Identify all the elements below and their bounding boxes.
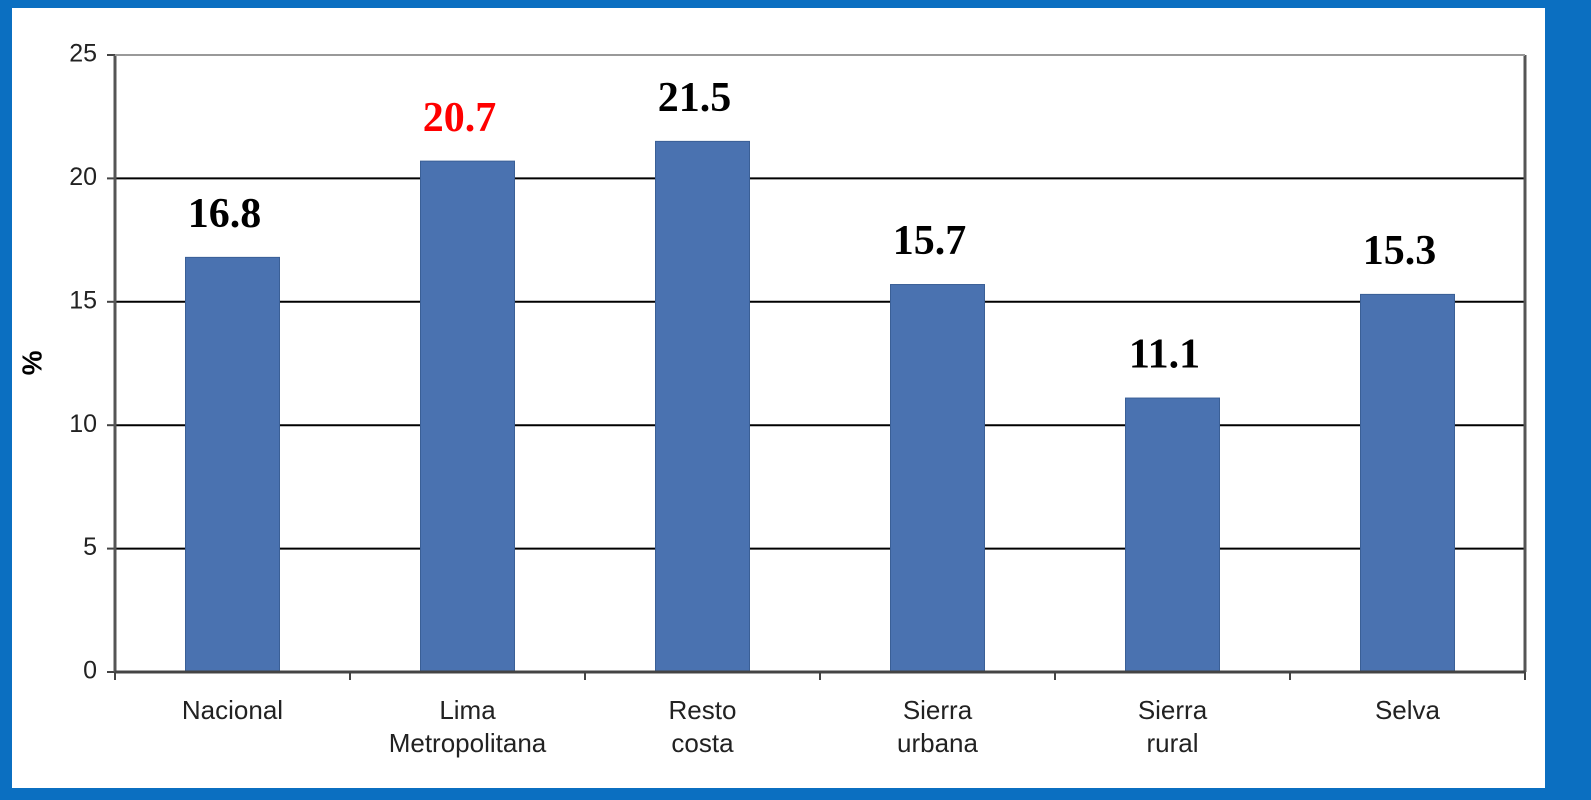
bar [890,284,985,673]
y-axis-label: % [17,351,48,376]
y-tick-label: 5 [83,533,97,561]
bar [1360,293,1455,673]
x-tick-label-line: Selva [1375,695,1441,725]
x-tick-label: Sierra urbana [897,695,978,758]
x-tick-label-line: rural [1146,728,1198,758]
value-label: 16.8 [188,191,262,237]
value-label: 15.3 [1363,228,1437,274]
x-tick-label-line: Lima [439,695,496,725]
bar [185,256,280,673]
value-label: 15.7 [893,218,967,264]
x-tick-label: Selva [1375,695,1441,725]
x-tick-label: Lima Metropolitana [389,695,547,758]
x-tick-label: Sierra rural [1138,695,1208,758]
bar [420,160,515,673]
y-tick-label: 10 [69,410,97,438]
x-tick-label: Nacional [182,695,283,725]
y-tick-label: 0 [83,657,97,685]
x-tick-label-line: Nacional [182,695,283,725]
x-tick-label-line: Metropolitana [389,728,547,758]
x-tick-label-line: Resto [669,695,737,725]
value-label: 20.7 [423,95,497,141]
x-tick-label-line: urbana [897,728,978,758]
bar [1125,397,1220,673]
value-label: 21.5 [658,75,732,121]
x-tick-label-line: Sierra [1138,695,1208,725]
y-tick-label: 20 [69,163,97,191]
y-tick-label: 25 [69,40,97,68]
x-tick-label-line: costa [671,728,734,758]
y-tick-label: 15 [69,286,97,314]
x-tick-label-line: Sierra [903,695,973,725]
x-tick-label: Resto costa [669,695,737,758]
bar [655,140,750,673]
value-label: 11.1 [1129,332,1200,378]
